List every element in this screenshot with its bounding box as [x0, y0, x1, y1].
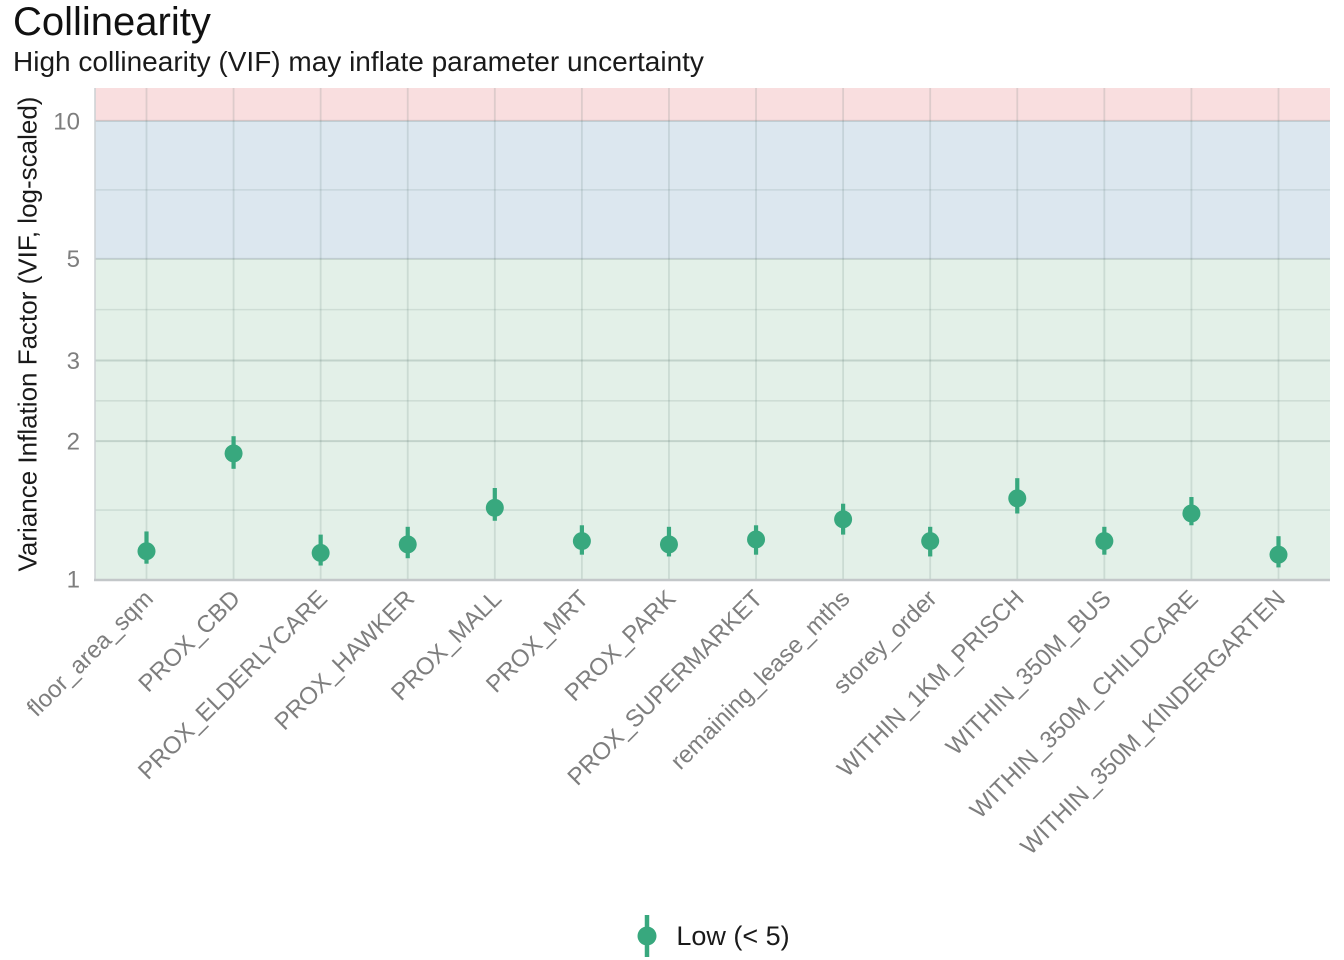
point-PROX_HAWKER — [398, 535, 417, 554]
x-tick-label-WITHIN_350M_BUS: WITHIN_350M_BUS — [941, 585, 1117, 761]
chart-subtitle: High collinearity (VIF) may inflate para… — [13, 46, 704, 77]
vif-band-1-5 — [95, 258, 1330, 579]
y-tick-label: 2 — [67, 429, 80, 456]
point-PROX_ELDERLYCARE — [311, 543, 330, 562]
point-PROX_PARK — [659, 535, 678, 554]
x-tick-label-floor_area_sqm: floor_area_sqm — [22, 585, 159, 722]
point-WITHIN_350M_CHILDCARE — [1182, 504, 1201, 523]
legend-label: Low (< 5) — [676, 920, 790, 951]
legend-pointrange-icon — [637, 915, 657, 957]
x-tick-label-remaining_lease_mths: remaining_lease_mths — [666, 585, 856, 775]
point-remaining_lease_mths — [834, 510, 853, 529]
y-tick-label: 1 — [67, 566, 80, 593]
point-WITHIN_350M_BUS — [1095, 532, 1114, 551]
point-floor_area_sqm — [137, 542, 156, 561]
vif-band-5-10 — [95, 120, 1330, 259]
point-PROX_SUPERMARKET — [747, 530, 766, 549]
point-PROX_CBD — [224, 444, 243, 463]
point-WITHIN_1KM_PRISCH — [1008, 489, 1027, 508]
point-WITHIN_350M_KINDERGARTEN — [1269, 545, 1288, 564]
legend: Low (< 5) — [95, 908, 1330, 960]
vif-band-10-11.8 — [95, 88, 1330, 121]
y-tick-label: 5 — [67, 246, 80, 273]
y-axis-title: Variance Inflation Factor (VIF, log-scal… — [12, 96, 43, 572]
point-PROX_MRT — [572, 532, 591, 551]
y-tick-label: 3 — [67, 348, 80, 375]
chart-title: Collinearity — [13, 0, 211, 44]
point-storey_order — [921, 532, 940, 551]
y-tick-label: 10 — [53, 108, 80, 135]
point-PROX_MALL — [485, 498, 504, 517]
